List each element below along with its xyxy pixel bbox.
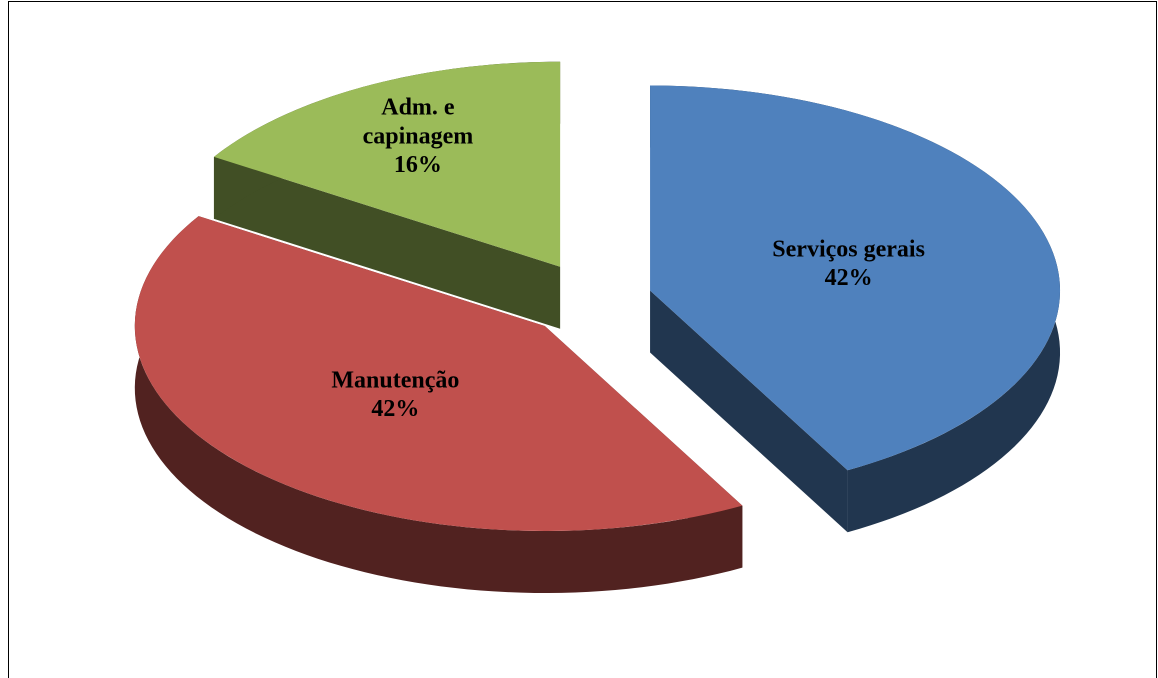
- slice-outer-wall: [134, 216, 743, 594]
- slice-label: Manutenção: [331, 367, 459, 393]
- slice: [134, 216, 743, 532]
- slice-value-label: 16%: [394, 152, 442, 178]
- slice: [213, 61, 561, 267]
- slice-label-line: Manutenção: [331, 367, 459, 393]
- slice-label-line: Serviços gerais: [772, 236, 925, 262]
- slice-label-line: capinagem: [363, 123, 474, 149]
- slice: [650, 85, 1061, 471]
- slice-label: Adm. e capinagem: [363, 94, 474, 149]
- slice-labels: Serviços gerais 42% Manutenção 42% Adm. e cap…: [331, 94, 925, 422]
- slice-label-line: Adm. e: [381, 94, 455, 120]
- slice-cut-face: [213, 156, 561, 329]
- slice-value-label: 42%: [825, 265, 873, 291]
- slice-value-label: 42%: [371, 396, 419, 422]
- slice-cut-face: [650, 290, 848, 533]
- slice-label: Serviços gerais: [772, 236, 925, 262]
- slice-tops: [134, 61, 1061, 532]
